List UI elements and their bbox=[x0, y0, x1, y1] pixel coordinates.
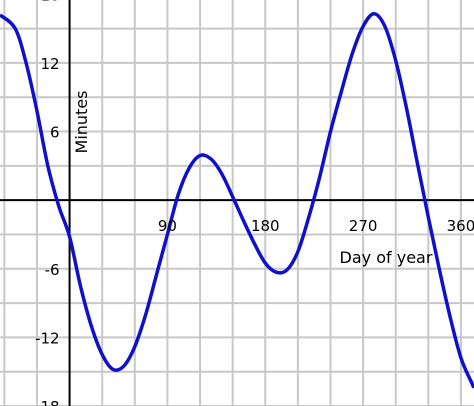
y-tick-label: -18 bbox=[35, 398, 60, 406]
x-tick-label: 90 bbox=[158, 217, 177, 235]
x-axis-label: Day of year bbox=[340, 248, 433, 267]
tick-labels: 90 180 270 360 -18 -12 -6 6 12 18 bbox=[35, 0, 474, 406]
x-tick-label: 270 bbox=[349, 217, 378, 235]
y-tick-label: -6 bbox=[45, 261, 60, 279]
y-tick-label: 18 bbox=[40, 0, 59, 4]
y-tick-label: -12 bbox=[35, 329, 60, 347]
x-tick-label: 360 bbox=[447, 217, 474, 235]
series-line-0 bbox=[0, 11, 474, 389]
y-tick-label: 6 bbox=[50, 124, 60, 142]
y-tick-label: 12 bbox=[40, 55, 59, 73]
y-axis-label: Minutes bbox=[72, 91, 91, 154]
x-tick-label: 180 bbox=[251, 217, 280, 235]
series-group bbox=[0, 11, 474, 389]
